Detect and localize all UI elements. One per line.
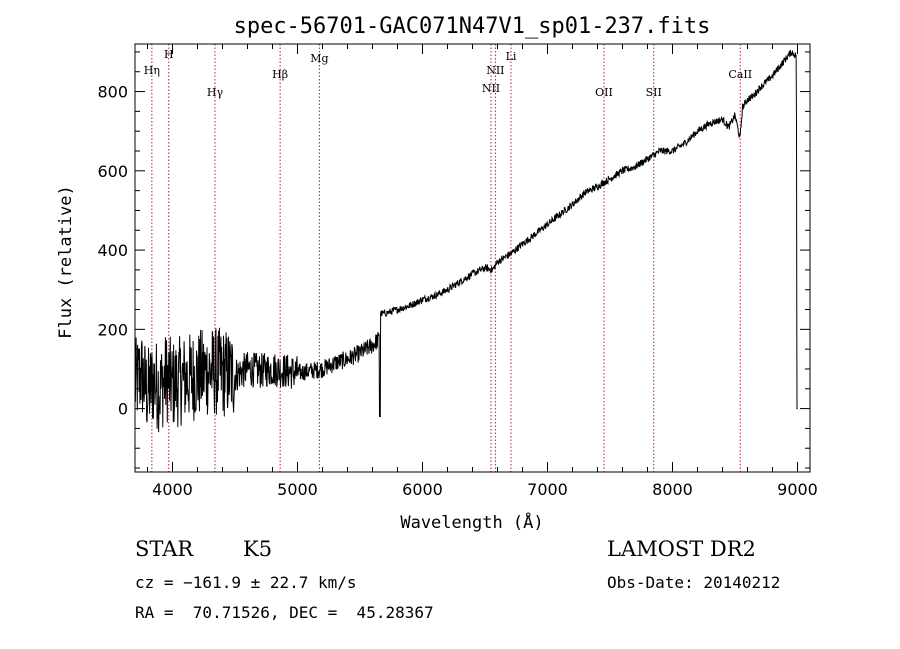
spectral-line-label: H (164, 48, 174, 61)
x-tick-label: 7000 (527, 480, 568, 499)
x-tick-label: 4000 (152, 480, 193, 499)
spectral-line-label: NII (486, 64, 504, 77)
spectral-line-label: NII (482, 82, 500, 95)
spectral-line-label: SII (646, 86, 662, 99)
y-tick-label: 600 (97, 162, 128, 181)
object-subclass: K5 (243, 537, 273, 561)
y-tick-label: 200 (97, 320, 128, 339)
spectral-line-label: Hγ (207, 86, 224, 99)
observation-date: Obs-Date: 20140212 (607, 573, 781, 592)
spectral-line-label: Hβ (272, 68, 288, 81)
x-tick-label: 8000 (652, 480, 693, 499)
x-tick-label: 6000 (402, 480, 443, 499)
object-class: STAR (135, 537, 194, 561)
y-tick-label: 400 (97, 241, 128, 260)
spectral-line-label: Mg (310, 52, 328, 65)
plot-frame (134, 43, 811, 473)
spectral-line-label: OII (595, 86, 613, 99)
chart-title: spec-56701-GAC071N47V1_sp01-237.fits (234, 14, 711, 39)
spectrum-line (134, 49, 798, 433)
x-tick-label: 9000 (777, 480, 818, 499)
spectrum-trace (134, 49, 798, 433)
y-tick-label: 0 (118, 400, 128, 419)
axis-ticks: 4000 5000 6000 7000 8000 9000 0 200 400 600 800 (97, 44, 818, 499)
y-tick-label: 800 (97, 83, 128, 102)
radial-velocity: cz = −161.9 ± 22.7 km/s (135, 573, 357, 592)
spectral-line-label: CaII (728, 68, 752, 81)
coordinates: RA = 70.71526, DEC = 45.28367 (135, 603, 434, 622)
spectral-line-label: Hη (144, 64, 160, 77)
survey-name: LAMOST DR2 (607, 537, 756, 561)
x-tick-label: 5000 (277, 480, 318, 499)
x-axis-label: Wavelength (Å) (400, 511, 543, 533)
spectral-line-label: Li (506, 50, 517, 63)
y-axis-label: Flux (relative) (56, 185, 76, 339)
